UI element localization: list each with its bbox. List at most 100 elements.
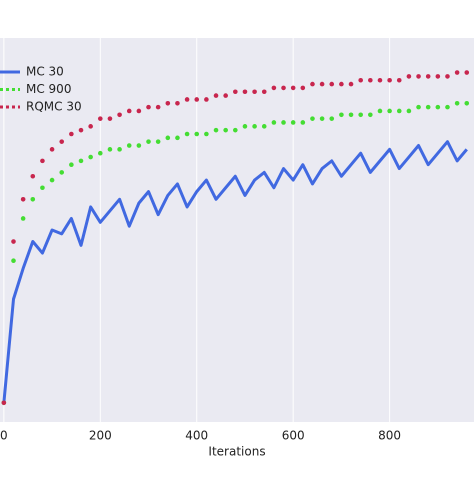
- series-point: [11, 258, 16, 264]
- series-point: [204, 131, 209, 137]
- series-point: [271, 85, 277, 91]
- series-point: [416, 104, 421, 110]
- series-point: [329, 116, 335, 121]
- series-point: [319, 116, 325, 121]
- legend-label: MC 900: [26, 82, 71, 96]
- series-point: [271, 120, 277, 125]
- series-point: [11, 239, 16, 244]
- x-tick-label: 800: [378, 429, 401, 443]
- series-point: [261, 124, 267, 129]
- series-point: [233, 89, 238, 95]
- series-point: [339, 81, 344, 87]
- series-point: [358, 112, 363, 118]
- series-point: [146, 104, 151, 110]
- series-point: [223, 93, 228, 98]
- series-point: [396, 108, 402, 114]
- series-point: [290, 120, 296, 125]
- series-point: [194, 97, 200, 102]
- series-point: [117, 147, 122, 152]
- series-point: [310, 81, 315, 87]
- series-point: [59, 170, 65, 175]
- series-point: [425, 74, 431, 79]
- series-point: [20, 196, 26, 202]
- x-tick-label: 400: [185, 429, 208, 443]
- series-point: [396, 77, 402, 83]
- series-point: [290, 85, 296, 91]
- series-point: [252, 124, 257, 129]
- series-point: [194, 131, 200, 137]
- series-point: [435, 74, 441, 79]
- series-point: [97, 150, 103, 156]
- series-point: [339, 112, 344, 118]
- series-point: [40, 185, 45, 191]
- series-point: [165, 100, 171, 106]
- series-point: [348, 81, 354, 87]
- series-point: [281, 85, 286, 91]
- series-point: [213, 93, 219, 98]
- series-point: [1, 400, 7, 406]
- series-point: [261, 89, 267, 95]
- series-point: [319, 81, 325, 87]
- series-point: [184, 97, 190, 102]
- series-point: [445, 104, 450, 110]
- series-point: [30, 196, 36, 202]
- series-point: [88, 154, 93, 160]
- series-point: [69, 131, 74, 137]
- plot-area: [0, 38, 474, 422]
- series-point: [348, 112, 354, 118]
- series-point: [368, 77, 373, 83]
- series-point: [213, 127, 219, 133]
- series-line: [2, 140, 468, 403]
- series-point: [184, 131, 190, 137]
- series-point: [242, 89, 248, 95]
- series-point: [136, 108, 142, 114]
- series-point: [30, 173, 36, 179]
- series-point: [445, 74, 450, 79]
- series-point: [155, 104, 161, 110]
- series-point: [59, 139, 65, 144]
- series-point: [165, 135, 171, 141]
- series-point: [146, 139, 151, 144]
- series-point: [406, 108, 412, 114]
- series-point: [300, 120, 306, 125]
- series-point: [49, 177, 55, 183]
- series-point: [377, 77, 383, 83]
- legend-label: RQMC 30: [26, 100, 82, 114]
- series-point: [368, 112, 373, 118]
- series-point: [175, 100, 180, 106]
- x-tick-label: 200: [89, 429, 112, 443]
- series-point: [204, 97, 209, 102]
- series-point: [377, 108, 383, 114]
- series-point: [126, 143, 132, 148]
- series-point: [454, 100, 460, 106]
- series-point: [88, 124, 93, 129]
- series-point: [464, 70, 470, 75]
- series-point: [223, 127, 228, 133]
- series-point: [233, 127, 238, 133]
- series-point: [126, 108, 132, 114]
- series-point: [107, 147, 113, 152]
- series-point: [300, 85, 306, 91]
- series-point: [20, 216, 26, 221]
- series-point: [97, 116, 103, 121]
- series-point: [78, 158, 84, 164]
- series-point: [435, 104, 441, 110]
- series-point: [454, 70, 460, 75]
- series-point: [136, 143, 142, 148]
- series-point: [78, 127, 84, 133]
- series-point: [242, 124, 248, 129]
- series-point: [49, 147, 55, 152]
- series-point: [155, 139, 161, 144]
- series-point: [358, 77, 363, 83]
- x-tick-label: 0: [0, 429, 8, 443]
- x-tick-label: 600: [282, 429, 305, 443]
- series-point: [310, 116, 315, 121]
- series-point: [387, 108, 392, 114]
- series-point: [425, 104, 431, 110]
- series-point: [464, 100, 470, 106]
- series-point: [387, 77, 392, 83]
- series-point: [406, 74, 412, 79]
- series-point: [416, 74, 421, 79]
